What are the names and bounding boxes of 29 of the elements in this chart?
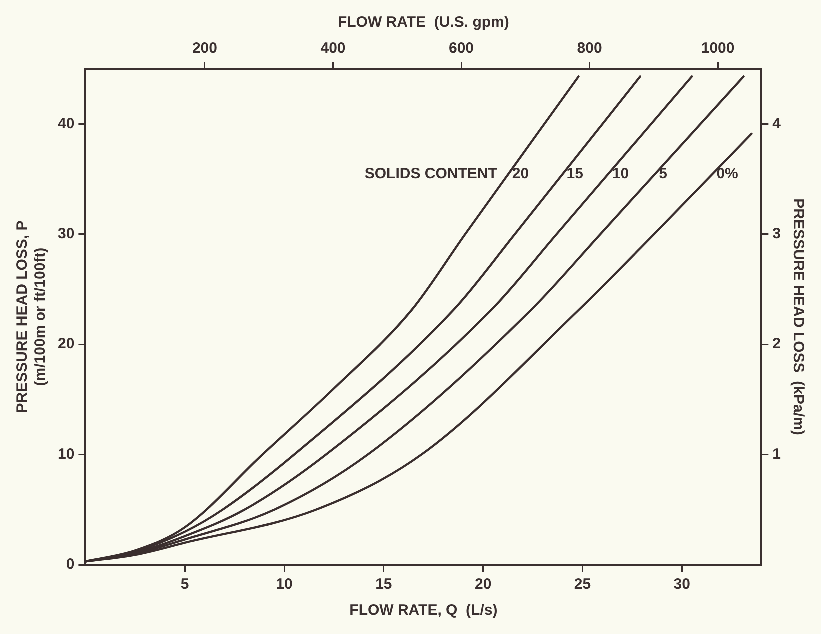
x2-tick-label: 400 [320,40,346,58]
series-label: 15 [566,165,584,182]
x-tick-label: 10 [276,576,293,594]
x-tick-label: 30 [674,576,690,594]
x2-tick-label: 800 [577,40,602,58]
y-tick-label: 20 [58,336,75,353]
x2-tick-label: 600 [448,40,474,58]
x2-axis-title: FLOW RATE (U.S. gpm) [338,14,510,32]
y2-tick-label: 2 [772,336,781,353]
series-label: 20 [512,165,530,182]
x-tick-label: 25 [574,576,592,594]
y2-tick-label: 4 [772,115,782,132]
y2-tick-label: 3 [772,225,781,242]
y-tick-label: 40 [58,115,75,132]
y2-axis-title: PRESSURE HEAD LOSS (kPa/m) [790,198,807,436]
x2-tick-label: 1000 [701,40,735,58]
series-label: 10 [612,165,630,182]
x-tick-label: 15 [376,576,392,594]
y-axis-title: PRESSURE HEAD LOSS, P (m/100m or ft/100ft) [14,220,50,414]
legend-title: SOLIDS CONTENT [364,165,498,182]
series-label: 0% [716,165,738,182]
x-tick-label: 5 [180,576,190,594]
y2-tick-label: 1 [772,446,781,463]
x-tick-label: 20 [474,576,492,594]
x2-tick-label: 200 [192,40,218,58]
y-tick-label: 10 [58,446,75,463]
y-tick-label: 30 [58,225,75,242]
y-tick-label: 0 [66,556,75,574]
x-axis-title: FLOW RATE, Q (L/s) [350,602,498,620]
